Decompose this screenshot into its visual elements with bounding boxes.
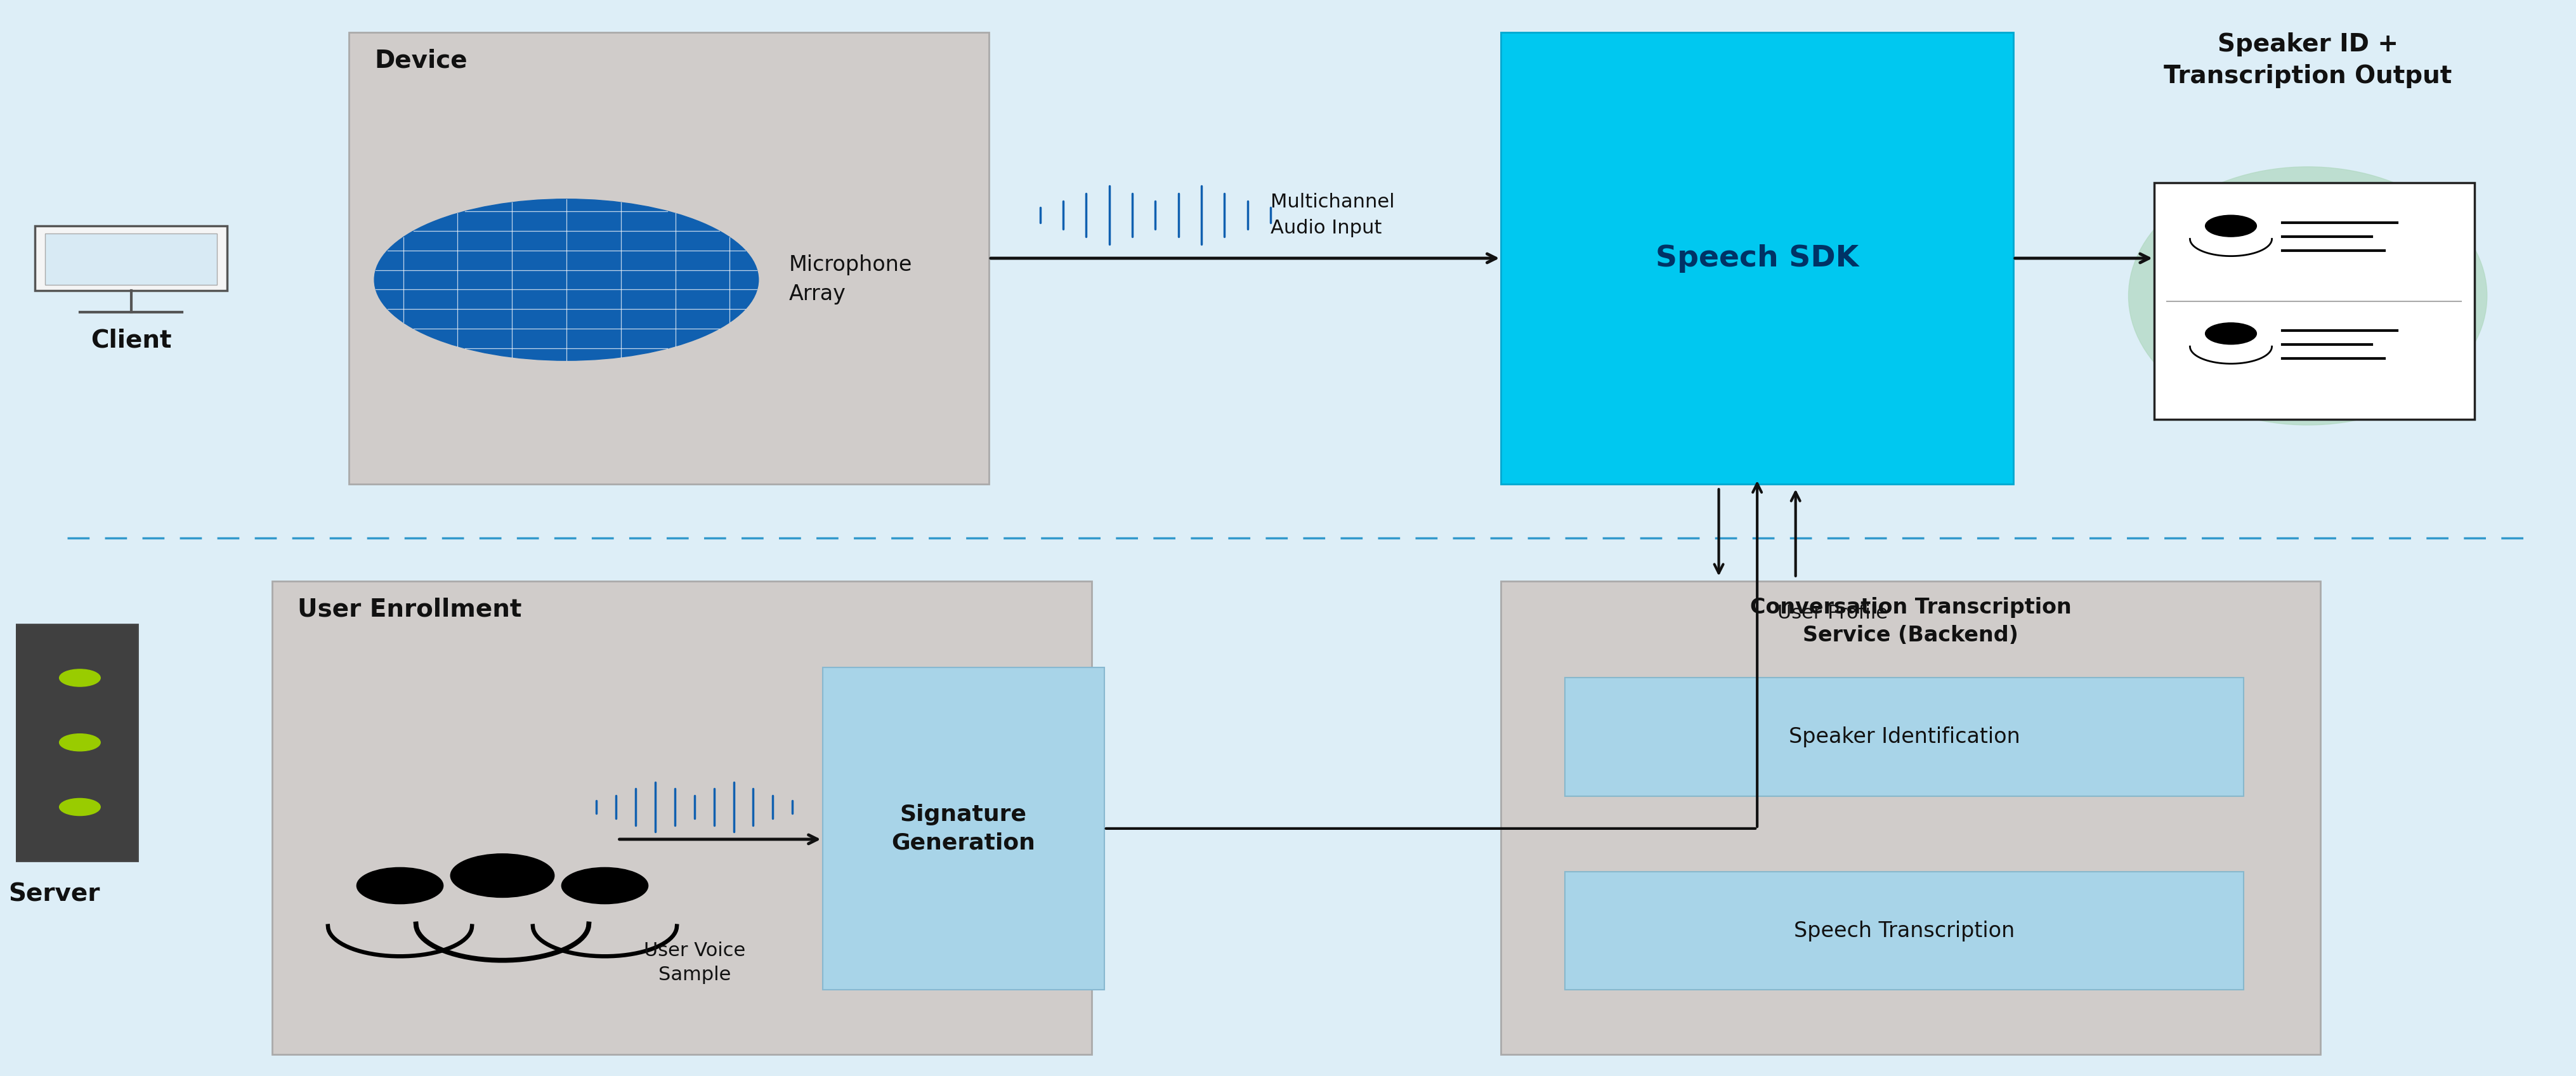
Circle shape [2205,215,2257,237]
Text: Speaker Identification: Speaker Identification [1788,726,2020,748]
Circle shape [59,734,100,751]
Text: Server: Server [8,882,100,906]
Circle shape [562,867,649,904]
Circle shape [2205,323,2257,344]
FancyBboxPatch shape [0,624,137,861]
Circle shape [451,854,554,897]
FancyBboxPatch shape [1564,872,2244,990]
Text: User Profile: User Profile [1777,604,1888,623]
FancyBboxPatch shape [46,233,216,285]
Text: Signature
Generation: Signature Generation [891,804,1036,853]
Text: Speech SDK: Speech SDK [1656,244,1857,272]
FancyBboxPatch shape [348,32,989,484]
FancyBboxPatch shape [273,581,1092,1054]
Text: Conversation Transcription
Service (Backend): Conversation Transcription Service (Back… [1749,597,2071,646]
Ellipse shape [2128,167,2486,425]
Circle shape [59,669,100,686]
Text: Client: Client [90,328,173,352]
FancyBboxPatch shape [822,667,1105,990]
Text: User Enrollment: User Enrollment [296,597,520,621]
Text: Microphone
Array: Microphone Array [788,255,912,305]
Text: User Voice
Sample: User Voice Sample [644,942,744,985]
Text: Device: Device [374,48,466,72]
Text: Speaker ID +
Transcription Output: Speaker ID + Transcription Output [2164,32,2452,88]
Circle shape [59,798,100,816]
FancyBboxPatch shape [36,226,227,291]
Circle shape [355,867,443,904]
FancyBboxPatch shape [2154,183,2473,420]
Text: Speech Transcription: Speech Transcription [1793,920,2014,942]
FancyBboxPatch shape [1502,32,2012,484]
Text: Multichannel
Audio Input: Multichannel Audio Input [1270,194,1394,237]
FancyBboxPatch shape [1564,678,2244,796]
Circle shape [374,199,757,360]
FancyBboxPatch shape [1502,581,2321,1054]
